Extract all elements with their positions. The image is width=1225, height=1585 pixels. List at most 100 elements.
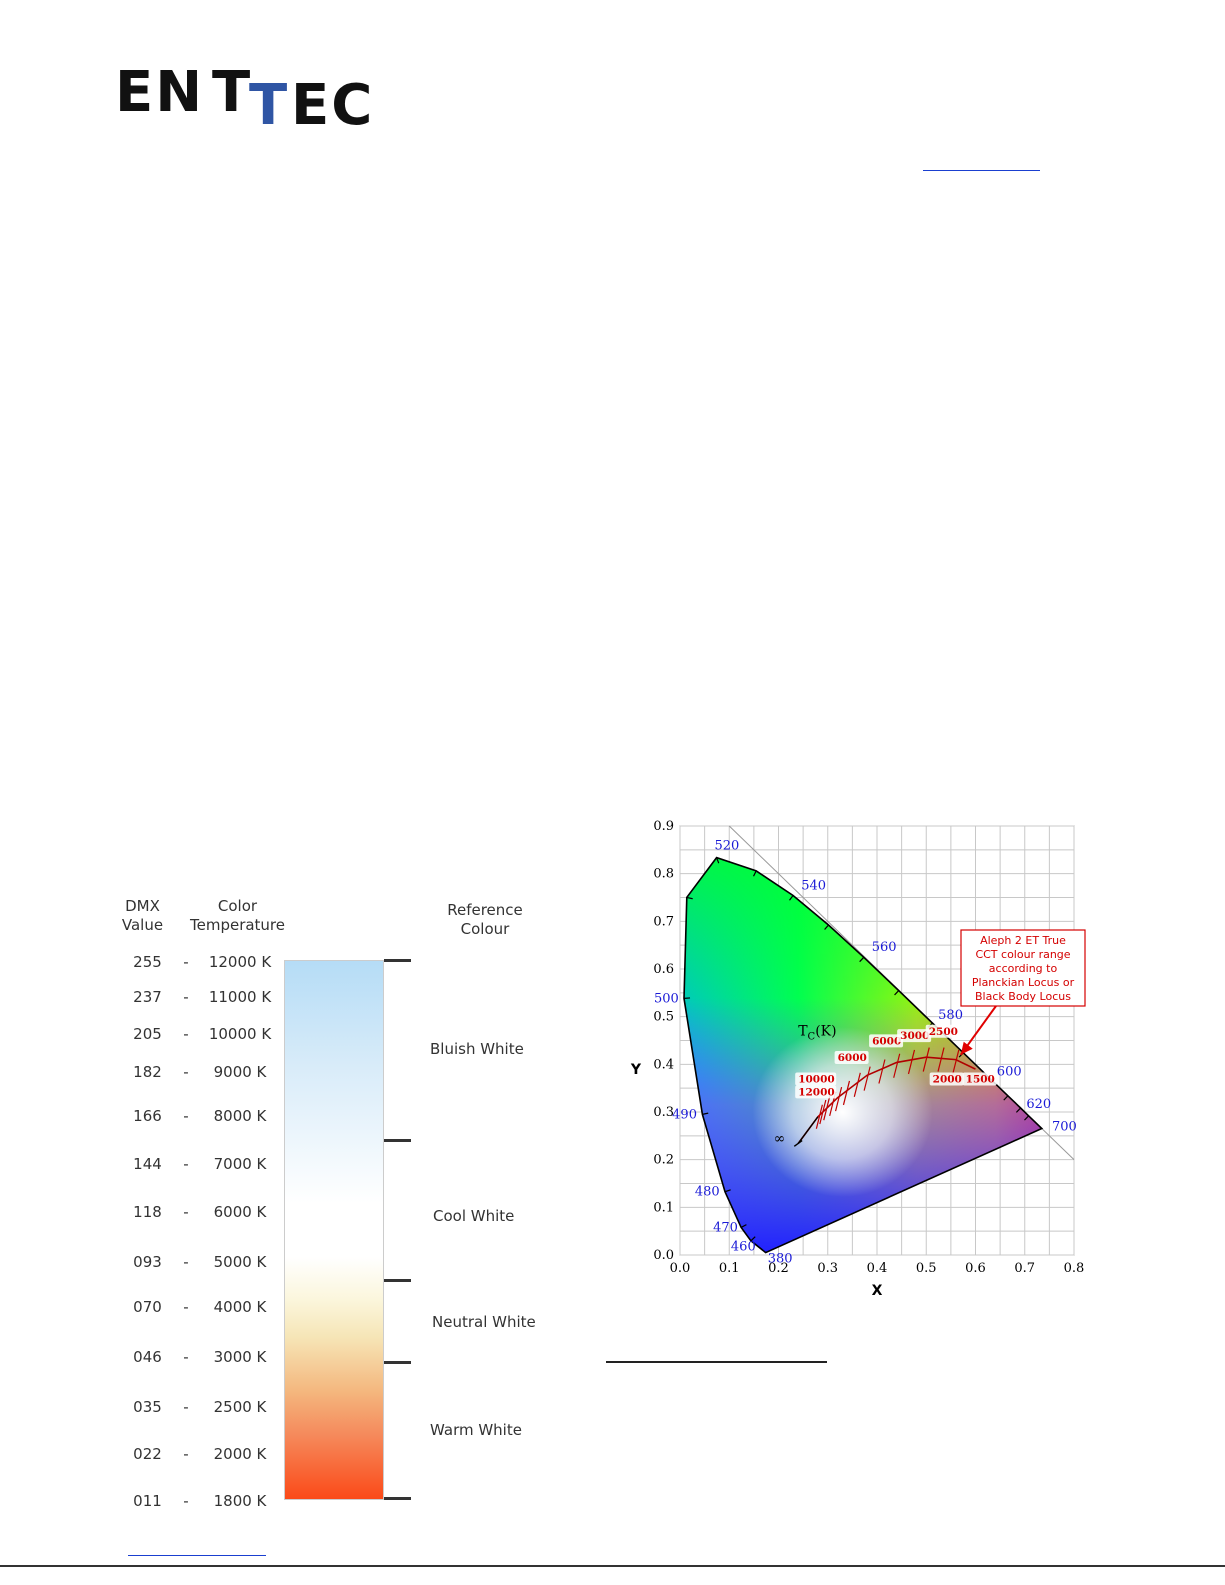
dmx-value: 182 bbox=[133, 1063, 162, 1081]
white-point-glow bbox=[752, 1027, 933, 1197]
locus-tick bbox=[859, 956, 865, 963]
reference-bluish-white: Bluish White bbox=[430, 1040, 524, 1058]
cct-label: 12000 bbox=[798, 1086, 835, 1098]
row-dash: - bbox=[183, 1445, 189, 1463]
isotherm-line bbox=[863, 1066, 871, 1091]
color-temperature-value: 3000 K bbox=[213, 1348, 267, 1366]
x-tick-label: 0.5 bbox=[916, 1261, 937, 1276]
reference-colour-header: Reference Colour bbox=[447, 901, 523, 938]
isotherm-line bbox=[835, 1086, 843, 1112]
bracket-tick bbox=[384, 1139, 411, 1142]
color-temperature-value: 9000 K bbox=[213, 1063, 267, 1081]
locus-tick bbox=[716, 857, 720, 864]
row-dash: - bbox=[183, 1203, 189, 1221]
wavelength-label: 480 bbox=[695, 1185, 720, 1200]
dmx-value: 035 bbox=[133, 1398, 162, 1416]
row-dash: - bbox=[183, 1398, 189, 1416]
cct-label-bg bbox=[795, 1072, 837, 1086]
color-temperature-value: 12000 K bbox=[208, 953, 272, 971]
y-tick-label: 0.0 bbox=[653, 1248, 674, 1263]
enttec-logo: EN T T EC bbox=[115, 60, 385, 134]
y-tick-label: 0.7 bbox=[653, 914, 674, 929]
cct-label: 10000 bbox=[798, 1073, 835, 1085]
y-tick-label: 0.8 bbox=[653, 867, 674, 882]
footer-link[interactable] bbox=[128, 1555, 266, 1556]
y-tick-label: 0.4 bbox=[653, 1057, 674, 1072]
y-axis-label: Y bbox=[630, 1062, 642, 1078]
wavelength-label: 520 bbox=[714, 838, 739, 853]
y-tick-label: 0.1 bbox=[653, 1200, 674, 1215]
x-tick-label: 0.6 bbox=[965, 1261, 986, 1276]
logo-text-en: EN bbox=[115, 60, 205, 125]
dmx-value: 011 bbox=[133, 1492, 162, 1510]
header-link[interactable] bbox=[923, 170, 1040, 171]
reference-cool-white: Cool White bbox=[433, 1207, 515, 1225]
wavelength-label: 560 bbox=[872, 940, 897, 955]
color-temperature-gradient bbox=[284, 960, 384, 1500]
planckian-locus-tail bbox=[797, 1116, 819, 1144]
row-dash: - bbox=[183, 1348, 189, 1366]
cct-label-bg bbox=[795, 1085, 837, 1099]
dmx-value: 070 bbox=[133, 1298, 162, 1316]
color-temperature-value: 2000 K bbox=[213, 1445, 267, 1463]
callout-arrowhead bbox=[960, 1041, 973, 1055]
cie-chromaticity-diagram: 0.0 0.1 0.2 0.3 0.4 0.5 0.6 0.7 0.8 0.0 0.1 0.2 0.3 0… bbox=[630, 819, 1086, 1299]
row-dash: - bbox=[183, 1025, 189, 1043]
dmx-value: 118 bbox=[133, 1203, 162, 1221]
logo-text-ec: EC bbox=[291, 73, 375, 138]
wavelength-label: 580 bbox=[938, 1008, 963, 1023]
x-tick-label: 0.7 bbox=[1014, 1261, 1035, 1276]
locus-tick bbox=[702, 1112, 709, 1115]
isotherm-line bbox=[952, 1049, 960, 1075]
logo-text-t2: T bbox=[249, 73, 288, 138]
wavelength-label: 500 bbox=[654, 992, 679, 1007]
x-tick-label: 0.3 bbox=[817, 1261, 838, 1276]
cct-label: 2500 bbox=[929, 1026, 958, 1038]
isotherm-line bbox=[823, 1096, 831, 1121]
locus-tick bbox=[1015, 1107, 1021, 1113]
dmx-value-header: DMX Value bbox=[121, 897, 164, 934]
cct-label-bg bbox=[929, 1072, 964, 1086]
locus-tick bbox=[740, 1224, 747, 1228]
row-dash: - bbox=[183, 1253, 189, 1271]
locus-tick bbox=[1024, 1115, 1030, 1121]
isotherm-line bbox=[815, 1104, 823, 1129]
reference-neutral-white: Neutral White bbox=[432, 1313, 536, 1331]
wavelength-label: 700 bbox=[1052, 1120, 1077, 1135]
wavelength-label: 620 bbox=[1026, 1097, 1051, 1112]
wavelength-label: 470 bbox=[713, 1220, 738, 1235]
isotherm-line bbox=[922, 1047, 930, 1072]
infinity-tick bbox=[793, 1140, 803, 1147]
row-dash: - bbox=[183, 1155, 189, 1173]
locus-tick bbox=[824, 924, 829, 930]
x-tick-label: 0.8 bbox=[1064, 1261, 1085, 1276]
dmx-value: 022 bbox=[133, 1445, 162, 1463]
cct-label: 2000 bbox=[933, 1073, 962, 1085]
isotherm-line bbox=[937, 1047, 945, 1072]
dmx-value: 046 bbox=[133, 1348, 162, 1366]
row-dash: - bbox=[183, 1492, 189, 1510]
color-temperature-header: Color Temperature bbox=[189, 897, 286, 934]
locus-tick bbox=[724, 1189, 731, 1193]
cct-label: 6000 bbox=[872, 1035, 901, 1047]
isotherm-line bbox=[878, 1059, 886, 1084]
color-temperature-value: 2500 K bbox=[213, 1398, 267, 1416]
bracket-tick bbox=[384, 1497, 411, 1500]
x-axis-label: X bbox=[872, 1283, 883, 1299]
cct-label: 3000 bbox=[900, 1030, 929, 1042]
callout-text: Aleph 2 ET True CCT colour range according… bbox=[972, 934, 1075, 1003]
isotherm-line bbox=[893, 1053, 901, 1078]
locus-tick bbox=[750, 1236, 756, 1242]
row-dash: - bbox=[183, 1107, 189, 1125]
locus-tick bbox=[686, 896, 693, 900]
isotherm-line bbox=[842, 1080, 851, 1106]
wavelength-label: 380 bbox=[768, 1252, 793, 1267]
color-temperature-value: 11000 K bbox=[208, 988, 272, 1006]
color-temperature-value: 4000 K bbox=[213, 1298, 267, 1316]
y-tick-label: 0.6 bbox=[653, 962, 674, 977]
color-temperature-value: 6000 K bbox=[213, 1203, 267, 1221]
dmx-value: 255 bbox=[133, 953, 162, 971]
x-tick-label: 0.0 bbox=[670, 1261, 691, 1276]
callout-box bbox=[960, 929, 1086, 1007]
cct-label: 6000 bbox=[838, 1052, 867, 1064]
